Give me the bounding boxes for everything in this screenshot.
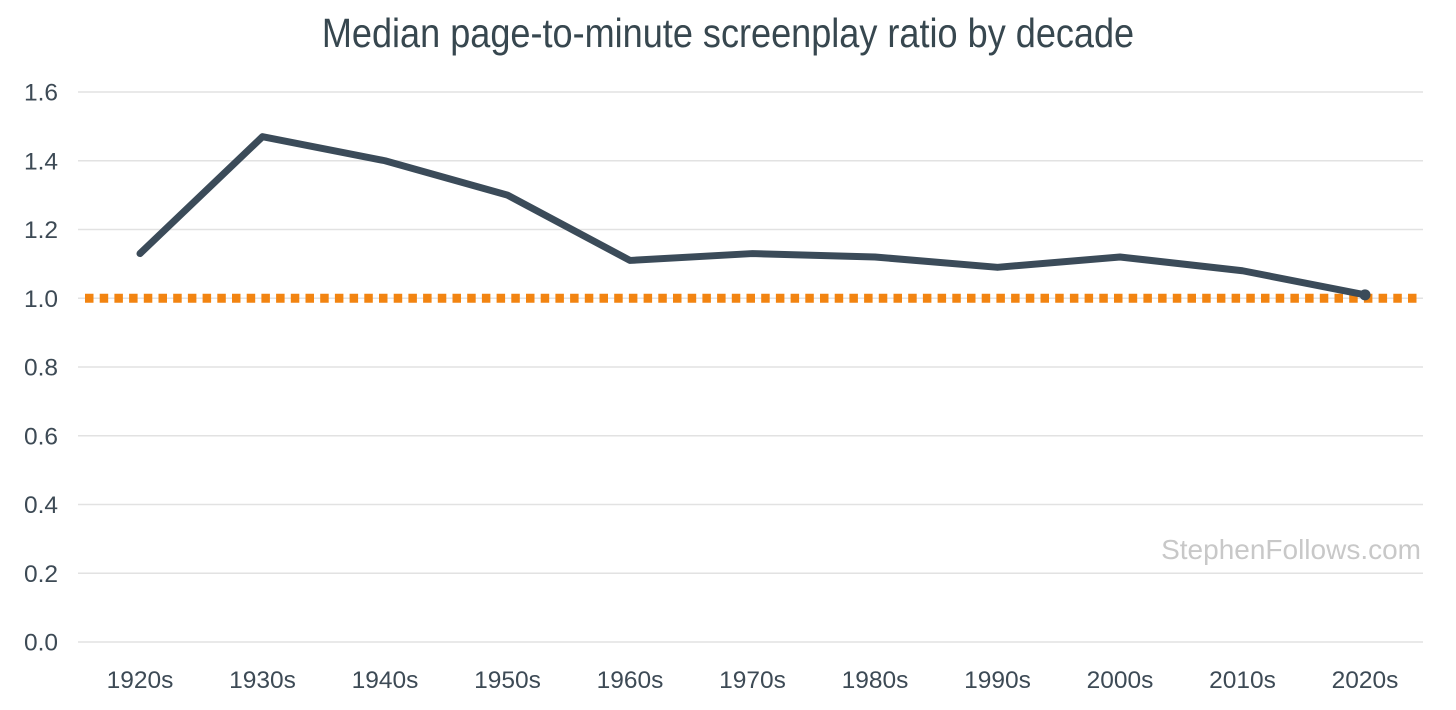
x-axis-tick-label: 2010s — [1209, 667, 1276, 694]
watermark: StephenFollows.com — [1161, 534, 1421, 565]
y-axis-tick-label: 1.4 — [24, 148, 58, 175]
y-axis-tick-label: 1.2 — [24, 217, 58, 244]
series-line — [136, 133, 1369, 299]
x-axis-tick-label: 1980s — [842, 667, 909, 694]
x-axis-tick-label: 2000s — [1087, 667, 1154, 694]
y-axis-tick-label: 1.0 — [24, 286, 58, 313]
x-axis-tick-label: 1930s — [229, 667, 296, 694]
y-axis-tick-label: 0.8 — [24, 355, 58, 382]
x-axis-tick-label: 1960s — [597, 667, 664, 694]
x-axis-tick-label: 1970s — [719, 667, 786, 694]
x-axis-tick-label: 1990s — [964, 667, 1031, 694]
y-axis-tick-label: 0.6 — [24, 423, 58, 450]
series-end-dot — [1359, 289, 1371, 301]
x-axis-tick-label: 1950s — [474, 667, 541, 694]
y-axis-tick-label: 1.6 — [24, 80, 58, 107]
y-axis-tick-label: 0.2 — [24, 561, 58, 588]
y-axis-tick-label: 0.4 — [24, 492, 58, 519]
x-axis-tick-label: 1940s — [352, 667, 419, 694]
x-axis-tick-label: 2020s — [1332, 667, 1399, 694]
x-axis-tick-label: 1920s — [107, 667, 174, 694]
y-axis-tick-label: 0.0 — [24, 630, 58, 657]
chart-title: Median page-to-minute screenplay ratio b… — [321, 10, 1135, 56]
